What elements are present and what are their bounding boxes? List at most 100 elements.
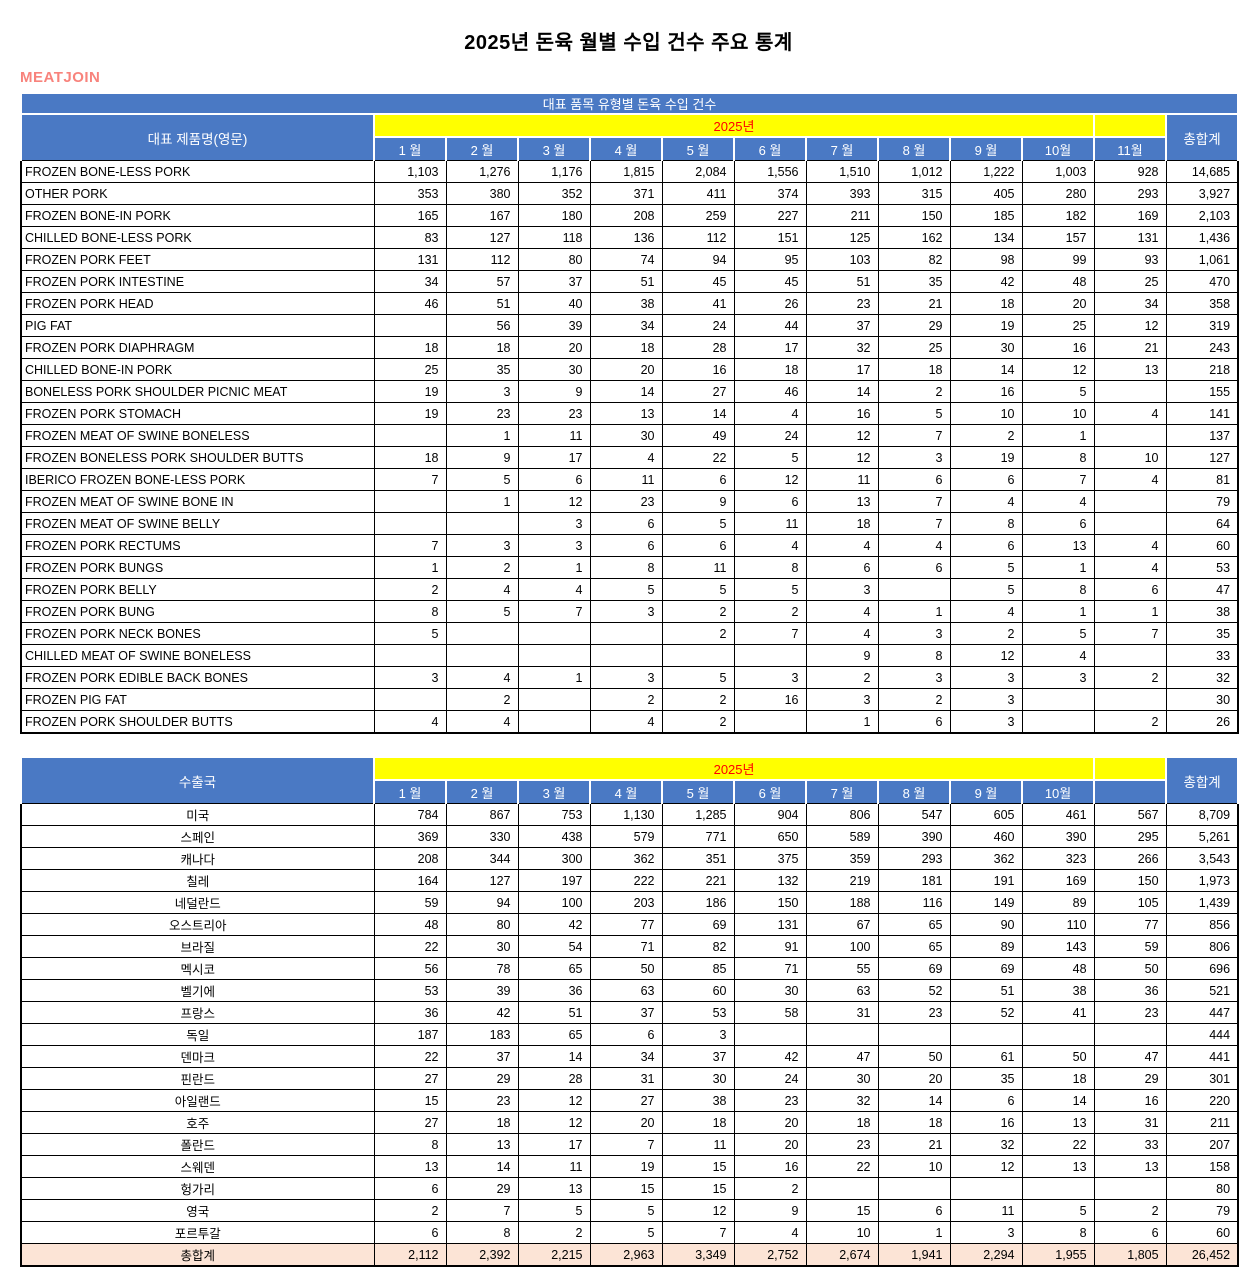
value-cell: 89 [1021, 891, 1095, 914]
value-cell: 390 [1021, 825, 1095, 848]
value-cell: 1,955 [1021, 1243, 1095, 1267]
value-cell: 1,130 [589, 803, 663, 826]
value-cell: 13 [445, 1133, 519, 1156]
value-cell: 1 [517, 666, 591, 689]
meatjoin-logo: MEATJOIN [20, 69, 101, 86]
value-cell: 42 [949, 270, 1023, 293]
value-cell: 29 [445, 1067, 519, 1090]
row-total-cell: 696 [1165, 957, 1240, 980]
value-cell: 23 [445, 402, 519, 425]
value-cell: 34 [373, 270, 447, 293]
value-cell [445, 644, 519, 667]
value-cell: 784 [373, 803, 447, 826]
value-cell: 6 [949, 1089, 1023, 1112]
value-cell: 4 [373, 710, 447, 734]
value-cell: 2 [1093, 1199, 1167, 1222]
value-cell: 51 [805, 270, 879, 293]
row-label: 총합계 [20, 1243, 375, 1267]
value-cell: 40 [517, 292, 591, 315]
value-cell: 4 [589, 710, 663, 734]
value-cell: 8 [373, 600, 447, 623]
value-cell: 3 [877, 622, 951, 645]
row-total-cell: 30 [1165, 688, 1240, 711]
value-cell: 51 [949, 979, 1023, 1002]
value-cell: 150 [1093, 869, 1167, 892]
value-cell: 2 [805, 666, 879, 689]
value-cell: 38 [1021, 979, 1095, 1002]
value-cell: 330 [445, 825, 519, 848]
value-cell: 32 [949, 1133, 1023, 1156]
value-cell: 23 [805, 1133, 879, 1156]
value-cell: 52 [949, 1001, 1023, 1024]
value-cell: 25 [1021, 314, 1095, 337]
row-total-cell: 47 [1165, 578, 1240, 601]
value-cell: 37 [517, 270, 591, 293]
table-row: 폴란드 8 13 17 7 11 20 23 21 32 22 33 207 [20, 1133, 1240, 1156]
month-header: 11월 [1093, 136, 1167, 161]
value-cell [1093, 688, 1167, 711]
row-label: FROZEN PORK HEAD [20, 292, 375, 315]
table-row: 핀란드 27 29 28 31 30 24 30 20 35 18 29 301 [20, 1067, 1240, 1090]
value-cell: 93 [1093, 248, 1167, 271]
value-cell: 438 [517, 825, 591, 848]
value-cell: 127 [445, 869, 519, 892]
value-cell: 6 [949, 468, 1023, 491]
value-cell: 2,084 [661, 160, 735, 183]
value-cell: 6 [805, 556, 879, 579]
value-cell: 17 [517, 1133, 591, 1156]
value-cell: 208 [589, 204, 663, 227]
value-cell: 7 [1093, 622, 1167, 645]
value-cell: 100 [805, 935, 879, 958]
value-cell: 1,805 [1093, 1243, 1167, 1267]
month-header: 7 월 [805, 779, 879, 804]
value-cell: 8 [1021, 446, 1095, 469]
value-cell: 867 [445, 803, 519, 826]
value-cell: 4 [949, 490, 1023, 513]
row-total-cell: 8,709 [1165, 803, 1240, 826]
value-cell [1021, 1177, 1095, 1200]
value-cell: 1 [373, 556, 447, 579]
table-row: FROZEN BONE-LESS PORK 1,103 1,276 1,176 1,81… [20, 160, 1240, 183]
value-cell [877, 578, 951, 601]
value-cell: 359 [805, 847, 879, 870]
row-label: 핀란드 [20, 1067, 375, 1090]
row-total-cell: 32 [1165, 666, 1240, 689]
value-cell: 5 [373, 622, 447, 645]
value-cell: 45 [661, 270, 735, 293]
value-cell: 25 [1093, 270, 1167, 293]
table-row: FROZEN MEAT OF SWINE BONE IN 1 12 23 9 6 13 7 4 4… [20, 490, 1240, 513]
value-cell: 50 [1021, 1045, 1095, 1068]
value-cell: 461 [1021, 803, 1095, 826]
table-row: IBERICO FROZEN BONE-LESS PORK 7 5 6 11 6 12 11 6… [20, 468, 1240, 491]
export-country-header: 수출국 [20, 756, 375, 804]
value-cell: 69 [949, 957, 1023, 980]
value-cell: 16 [733, 688, 807, 711]
value-cell: 98 [949, 248, 1023, 271]
value-cell: 3 [517, 534, 591, 557]
value-cell: 48 [1021, 270, 1095, 293]
value-cell: 6 [373, 1221, 447, 1244]
value-cell: 3 [805, 578, 879, 601]
value-cell: 11 [589, 468, 663, 491]
value-cell: 131 [733, 913, 807, 936]
value-cell: 4 [517, 578, 591, 601]
row-label: FROZEN PORK DIAPHRAGM [20, 336, 375, 359]
value-cell: 34 [1093, 292, 1167, 315]
value-cell: 11 [805, 468, 879, 491]
value-cell: 39 [517, 314, 591, 337]
table-row: FROZEN PORK DIAPHRAGM 18 18 20 18 28 17 32 25 30 1… [20, 336, 1240, 359]
value-cell: 157 [1021, 226, 1095, 249]
value-cell: 5 [661, 666, 735, 689]
value-cell: 928 [1093, 160, 1167, 183]
value-cell: 13 [1093, 1155, 1167, 1178]
value-cell [805, 1177, 879, 1200]
table-row: FROZEN PORK RECTUMS 7 3 3 6 6 4 4 4 6 13 4 60 [20, 534, 1240, 557]
value-cell: 18 [805, 1111, 879, 1134]
value-cell: 11 [517, 1155, 591, 1178]
value-cell: 27 [373, 1067, 447, 1090]
value-cell: 2 [1093, 710, 1167, 734]
value-cell: 80 [445, 913, 519, 936]
row-total-cell: 79 [1165, 490, 1240, 513]
